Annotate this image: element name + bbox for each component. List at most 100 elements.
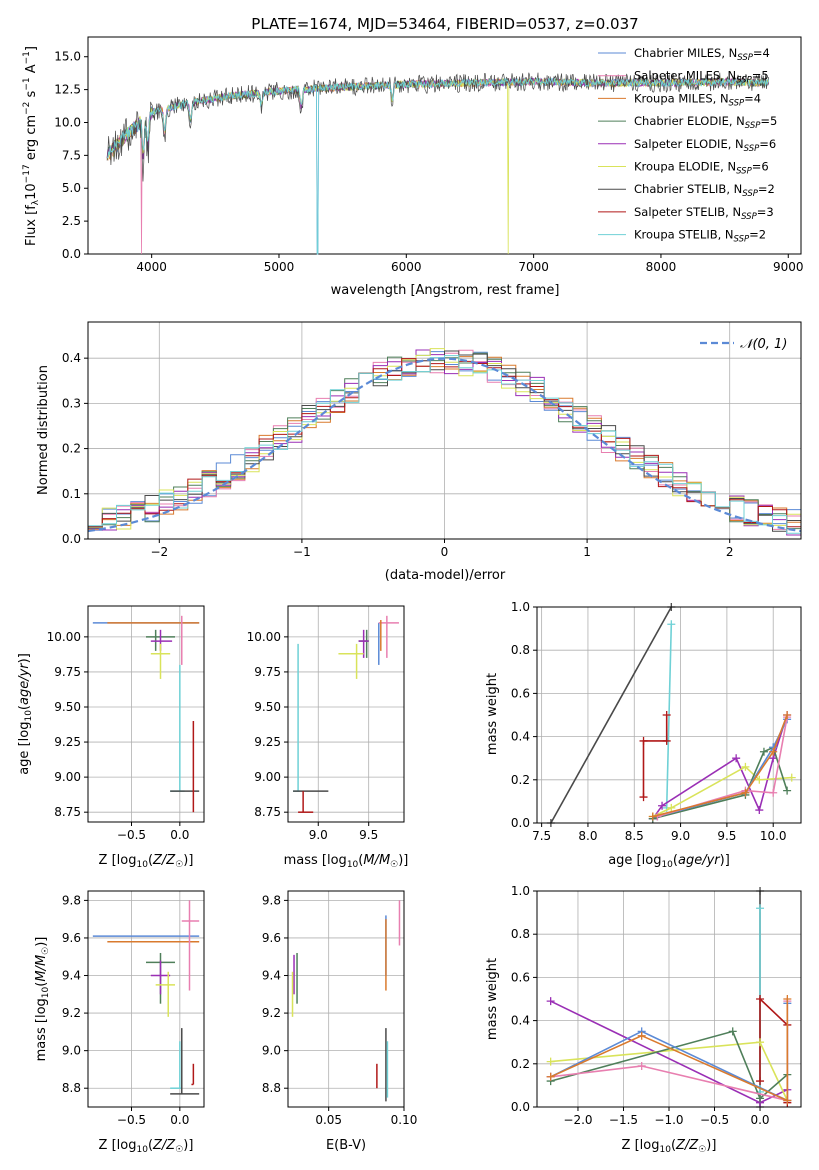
xtick-label: 8.5 [625, 829, 644, 843]
ytick-label: 0.8 [511, 643, 530, 657]
ytick-label: 9.00 [54, 770, 81, 784]
residuals-ytick-label: 0.3 [62, 396, 81, 410]
residuals-histogram [88, 355, 801, 534]
spectrum-xtick-label: 7000 [518, 260, 549, 274]
ytick-label: 0.8 [511, 927, 530, 941]
plot-area-frame [536, 606, 802, 824]
spectrum-ytick-label: 7.5 [62, 148, 81, 162]
weight-point-marker [662, 711, 671, 719]
xtick-label: 7.5 [532, 829, 551, 843]
weight-point-marker [667, 620, 676, 629]
plot-area-frame [536, 890, 802, 1108]
weight-z-ylabel: mass weight [485, 958, 500, 1040]
ytick-label: 9.25 [54, 735, 81, 749]
legend-entry: Kroupa ELODIE, NSSP=6 [634, 160, 769, 177]
weight-z-xlabel: Z [log10(Z/Z☉)] [622, 1138, 717, 1155]
weight-point-marker [546, 1072, 555, 1081]
spectrum-ytick-label: 12.5 [54, 83, 81, 97]
panel-age-vs-mass: 9.0 9.5 8.75 9.00 9.25 9.50 9.75 10.00 [247, 605, 405, 842]
residuals-xtick-label: 0 [441, 545, 449, 559]
ytick-label: 0.0 [511, 1100, 530, 1114]
weight-point-marker [741, 788, 750, 797]
residuals-xtick-label: −2 [150, 545, 168, 559]
weight-point-marker [756, 995, 765, 1003]
spectrum-ytick-label: 0.0 [62, 247, 81, 261]
ytick-label: 9.4 [262, 969, 281, 983]
ytick-label: 0.6 [511, 970, 530, 984]
weight-series-line [550, 606, 672, 824]
xtick-label: −1.5 [609, 1113, 638, 1127]
residuals-legend: 𝒩(0, 1) [700, 337, 787, 352]
ytick-label: 8.75 [254, 805, 281, 819]
weight-point-marker [658, 801, 667, 810]
residuals-histograms [87, 348, 802, 536]
ytick-label: 9.6 [262, 931, 281, 945]
ytick-label: 9.2 [62, 1006, 81, 1020]
weight-point-marker [783, 1096, 792, 1105]
mass-z-ylabel: mass [log10(M/M☉)] [34, 937, 51, 1062]
weight-point-marker [756, 1094, 765, 1103]
age-mass-xlabel: mass [log10(M/M☉)] [284, 853, 409, 870]
ytick-label: 9.6 [62, 931, 81, 945]
weight-point-marker [639, 736, 648, 745]
legend-entry: Salpeter MILES, NSSP=5 [634, 69, 769, 86]
weight-point-marker [546, 997, 555, 1006]
mass-z-xlabel: Z [log10(Z/Z☉)] [99, 1138, 194, 1155]
panel-weight-vs-age: 7.5 8.0 8.5 9.0 9.5 10.0 0.0 0.2 0.4 0.6 0.8 1.0 [511, 600, 802, 843]
ytick-label: 9.00 [254, 770, 281, 784]
residuals-ytick-label: 0.1 [62, 487, 81, 501]
xtick-label: 0.10 [391, 1113, 418, 1127]
weight-point-marker [783, 786, 792, 795]
weight-age-ylabel: mass weight [485, 673, 500, 755]
spectrum-ylabel: Flux [fλ10−17 erg cm−2 s−1 A−1] [22, 46, 41, 246]
ytick-label: 0.4 [511, 730, 530, 744]
spectrum-xtick-label: 9000 [773, 260, 804, 274]
legend-entry: Kroupa MILES, NSSP=4 [634, 91, 761, 108]
ytick-label: 0.0 [511, 816, 530, 830]
weight-series-line [652, 714, 788, 818]
panel-mass-vs-ebv: 0.05 0.10 8.8 9.0 9.2 9.4 9.6 9.8 [262, 890, 418, 1127]
plot-area-frame [287, 605, 405, 823]
panel-residuals: −2 −1 0 1 2 0.0 0.1 0.2 0.3 0.4 𝒩(0, 1) (data-mod… [36, 321, 802, 583]
xtick-label: −0.5 [700, 1113, 729, 1127]
xtick-label: 9.5 [717, 829, 736, 843]
ytick-label: 9.50 [254, 700, 281, 714]
weight-point-marker [741, 762, 750, 771]
spectrum-legend: Chabrier MILES, NSSP=4 Salpeter MILES, NS… [598, 46, 777, 245]
weight-point-marker [756, 1038, 765, 1047]
weight-point-marker [759, 747, 768, 756]
ytick-label: 1.0 [511, 884, 530, 898]
weight-point-marker [769, 788, 778, 797]
xtick-label: −0.5 [117, 828, 146, 842]
ytick-label: 9.8 [262, 893, 281, 907]
weight-point-marker [662, 736, 671, 745]
residuals-ylabel: Normed distribution [36, 365, 51, 495]
spectrum-ytick-label: 10.0 [54, 115, 81, 129]
plot-area-frame [87, 890, 205, 1108]
weight-point-marker [637, 1061, 646, 1070]
xtick-label: 8.0 [578, 829, 597, 843]
ytick-label: 9.8 [62, 893, 81, 907]
xtick-label: −0.5 [117, 1113, 146, 1127]
ytick-label: 8.8 [262, 1081, 281, 1095]
panel-mass-vs-z: −0.5 0.0 8.8 9.0 9.2 9.4 9.6 9.8 [62, 890, 205, 1127]
panel-spectrum: 4000 5000 6000 7000 8000 9000 0.0 2.5 5.0 7.5 10.0… [22, 36, 804, 298]
weight-point-marker [755, 806, 764, 815]
spectrum-xtick-label: 5000 [264, 260, 295, 274]
residuals-histogram [88, 350, 801, 532]
weight-point-marker [639, 793, 648, 802]
weight-point-marker [648, 812, 657, 821]
spectrum-xlabel: wavelength [Angstrom, rest frame] [331, 283, 560, 298]
ytick-label: 10.00 [47, 630, 81, 644]
xtick-label: 0.0 [750, 1113, 769, 1127]
residuals-xtick-label: −1 [293, 545, 311, 559]
ytick-label: 0.2 [511, 1057, 530, 1071]
xtick-label: 9.5 [359, 828, 378, 842]
ytick-label: 10.00 [247, 630, 281, 644]
xtick-label: 9.0 [671, 829, 690, 843]
legend-entry: Salpeter STELIB, NSSP=3 [634, 205, 774, 222]
xtick-label: 9.0 [309, 828, 328, 842]
spectrum-axes: 4000 5000 6000 7000 8000 9000 0.0 2.5 5.0 7.5 10.0… [54, 50, 803, 274]
weight-series-line [642, 715, 668, 798]
